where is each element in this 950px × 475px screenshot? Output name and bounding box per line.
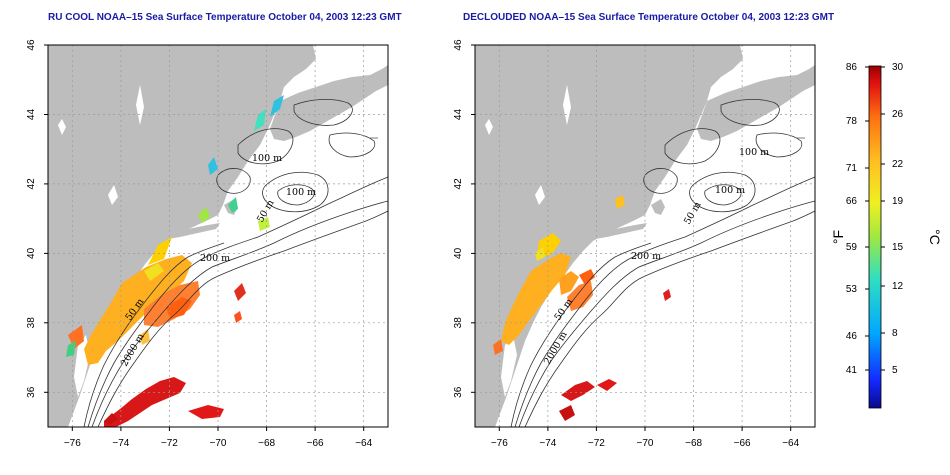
colorbar-c-label-0: 30 (892, 62, 904, 73)
map1-panel: 100 m 100 m 50 m 200 m 50 m 2000 m (47, 44, 389, 428)
map2-x-tick-6: −64 (782, 438, 799, 449)
colorbar-celsius-unit: °C (927, 229, 943, 245)
map1-contour-label-1: 100 m (252, 153, 282, 164)
map2-y-axis: 36 38 40 42 44 46 (453, 39, 475, 398)
colorbar-fahrenheit-unit: °F (830, 230, 846, 244)
map2-x-tick-5: −66 (734, 438, 751, 449)
map1-sst-data (66, 95, 284, 427)
colorbar-f-label-2: 71 (846, 163, 858, 174)
colorbar-f-label-7: 41 (846, 365, 858, 376)
map2-title: DECLOUDED NOAA–15 Sea Surface Temperatur… (463, 12, 835, 23)
map2-y-tick-5: 46 (453, 39, 464, 51)
map1-contour-label-2: 100 m (286, 187, 316, 198)
colorbar-c-label-3: 19 (892, 196, 904, 207)
map1-x-axis: −76 −74 −72 −70 −68 −66 −64 (64, 427, 373, 449)
map1-y-tick-0: 36 (26, 386, 37, 398)
colorbar-c-label-6: 8 (892, 328, 898, 339)
map2-contour-label-4: 200 m (631, 251, 661, 262)
map2-x-tick-2: −72 (588, 438, 605, 449)
colorbar-c-label-7: 5 (892, 365, 898, 376)
map2-y-tick-1: 38 (453, 317, 464, 329)
map1-x-tick-5: −66 (307, 438, 324, 449)
map1-x-tick-4: −68 (258, 438, 275, 449)
map1-y-tick-5: 46 (26, 39, 37, 51)
colorbar-f-label-6: 46 (846, 331, 858, 342)
map2-contour-label-1: 100 m (739, 147, 769, 158)
map2-x-tick-1: −74 (539, 438, 556, 449)
map1-contour-label-4: 200 m (200, 253, 230, 264)
map1-x-tick-3: −70 (210, 438, 227, 449)
colorbar-f-label-4: 59 (846, 242, 858, 253)
colorbar: 86 78 71 66 59 53 46 41 30 26 22 19 15 1… (830, 62, 943, 409)
colorbar-f-label-0: 86 (846, 62, 858, 73)
map1-y-tick-2: 40 (26, 247, 37, 259)
colorbar-gradient (868, 65, 882, 409)
colorbar-c-label-1: 26 (892, 109, 904, 120)
map2-panel: 100 m 100 m 50 m 200 m 50 m 2000 m (474, 44, 816, 428)
map2-x-axis: −76 −74 −72 −70 −68 −66 −64 (491, 427, 800, 449)
colorbar-c-label-4: 15 (892, 242, 904, 253)
colorbar-c-label-5: 12 (892, 281, 904, 292)
colorbar-f-label-5: 53 (846, 284, 858, 295)
map1-title: RU COOL NOAA–15 Sea Surface Temperature … (48, 12, 402, 23)
map2-x-tick-3: −70 (637, 438, 654, 449)
map1-x-tick-1: −74 (112, 438, 129, 449)
map1-y-tick-4: 44 (26, 109, 37, 121)
colorbar-c-label-2: 22 (892, 159, 904, 170)
map2-y-tick-3: 42 (453, 178, 464, 190)
map1-x-tick-2: −72 (161, 438, 178, 449)
map2-y-tick-2: 40 (453, 247, 464, 259)
map2-y-tick-4: 44 (453, 109, 464, 121)
map2-y-tick-0: 36 (453, 386, 464, 398)
map2-x-tick-0: −76 (491, 438, 508, 449)
map1-x-tick-6: −64 (355, 438, 372, 449)
map1-y-tick-3: 42 (26, 178, 37, 190)
colorbar-f-label-1: 78 (846, 116, 858, 127)
colorbar-f-label-3: 66 (846, 196, 858, 207)
map2-x-tick-4: −68 (685, 438, 702, 449)
map1-x-tick-0: −76 (64, 438, 81, 449)
map2-sst-data (493, 195, 671, 421)
map1-y-tick-1: 38 (26, 317, 37, 329)
map1-y-axis: 36 38 40 42 44 46 (26, 39, 48, 398)
map2-contour-label-2: 100 m (715, 185, 745, 196)
